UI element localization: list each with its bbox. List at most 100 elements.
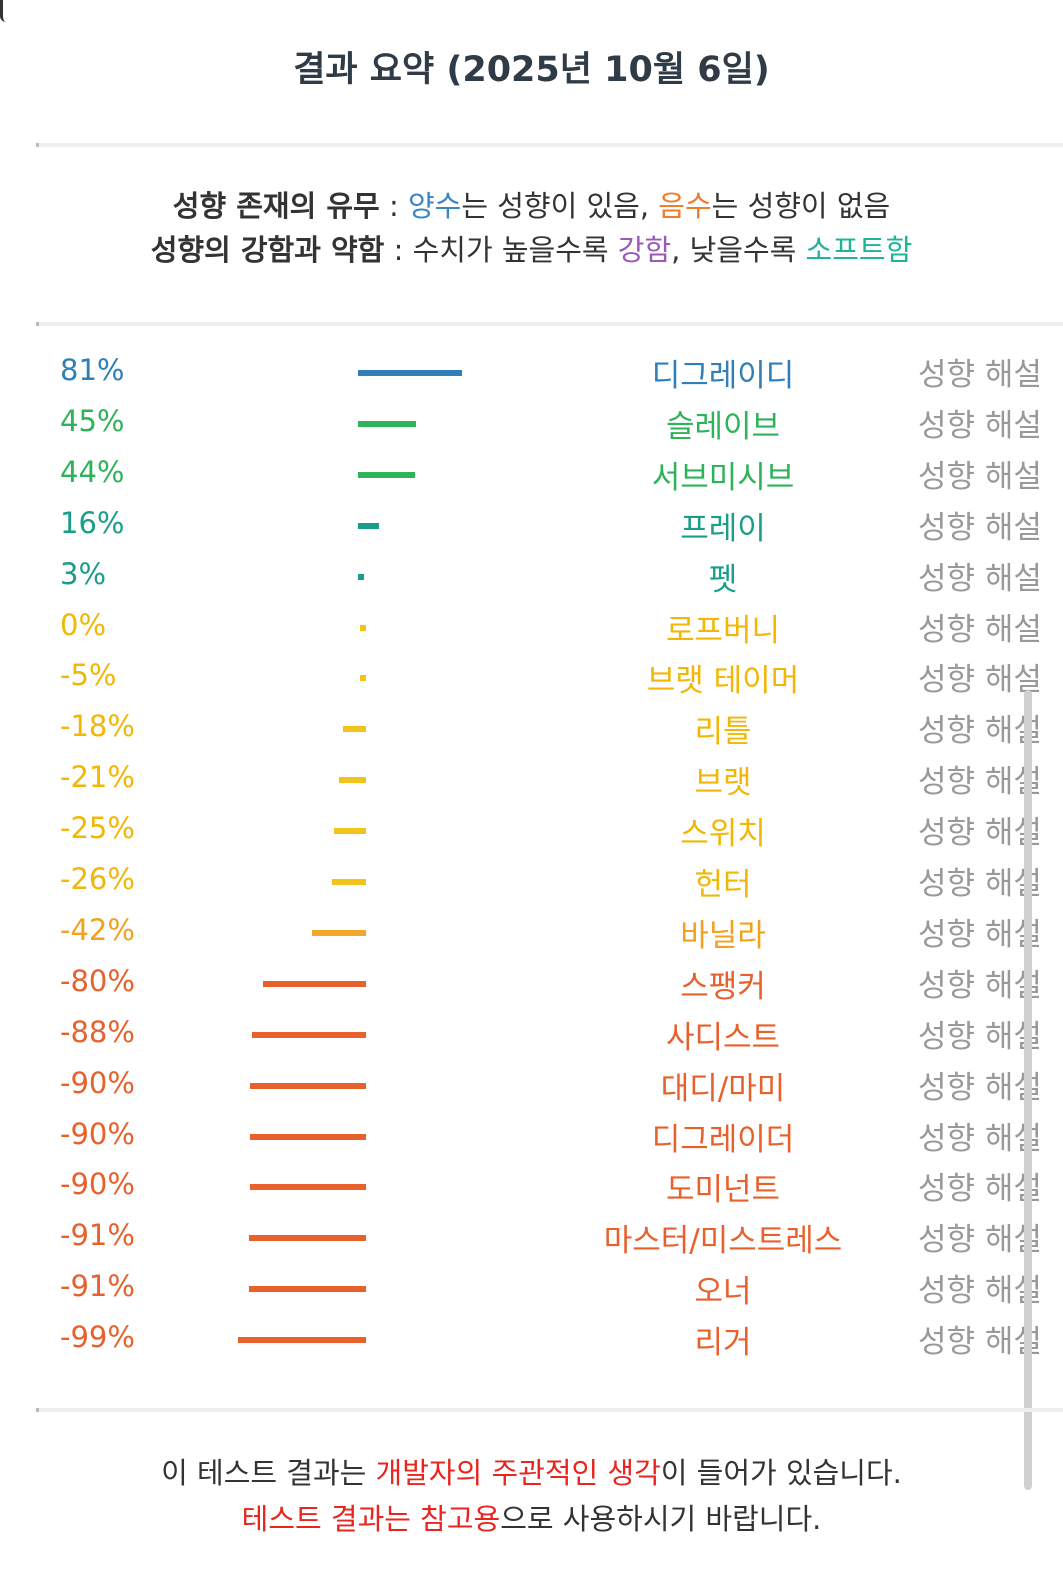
bar xyxy=(342,726,366,733)
tendency-description-link[interactable]: 성향 해설 xyxy=(918,1273,1042,1310)
tendency-name: 대디/마미 xyxy=(660,1070,786,1107)
tendency-name: 서브미시브 xyxy=(651,459,795,496)
tendency-name: 펫 xyxy=(708,561,738,598)
legend-text: , 낮을수록 xyxy=(671,233,806,267)
tendency-description-link[interactable]: 성향 해설 xyxy=(918,458,1042,495)
bar xyxy=(332,879,366,885)
percent-label: 81% xyxy=(60,353,125,387)
bar xyxy=(262,980,366,987)
bar xyxy=(360,624,366,631)
footer-text: 이 테스트 결과는 xyxy=(161,1456,376,1490)
legend-positive-word: 양수 xyxy=(407,189,462,223)
chart-row: 44% 서브미시브 성향 해설 xyxy=(0,452,1063,502)
footer-highlight: 테스트 결과는 참고용 xyxy=(241,1502,501,1536)
percent-label: -42% xyxy=(60,912,135,947)
tendency-description-link[interactable]: 성향 해설 xyxy=(918,509,1042,546)
legend-line-strength: 성향의 강함과 약함 : 수치가 높을수록 강함, 낮을수록 소프트함 xyxy=(0,228,1063,272)
tendency-name: 스위치 xyxy=(680,816,766,853)
tendency-description-link[interactable]: 성향 해설 xyxy=(918,611,1042,648)
chart-row: -99% 리거 성향 해설 xyxy=(0,1317,1063,1367)
legend-separator: : xyxy=(379,189,408,223)
bar xyxy=(358,522,379,529)
percent-label: -26% xyxy=(60,862,135,896)
bar xyxy=(358,370,463,376)
legend-soft-word: 소프트함 xyxy=(805,233,913,267)
legend-strong-word: 강함 xyxy=(617,233,672,267)
tendency-description-link[interactable]: 성향 해설 xyxy=(918,1018,1042,1055)
tendency-name: 로프버니 xyxy=(665,612,781,649)
tendency-name: 오너 xyxy=(694,1274,752,1311)
chart-row: -42% 바닐라 성향 해설 xyxy=(0,910,1063,960)
percent-label: -90% xyxy=(60,1167,135,1202)
bar xyxy=(248,1286,366,1293)
percent-label: -21% xyxy=(60,760,135,795)
tendency-name: 바닐라 xyxy=(680,917,766,954)
tendency-description-link[interactable]: 성향 해설 xyxy=(918,916,1042,953)
footer-text: 으로 사용하시기 바랍니다. xyxy=(500,1502,822,1536)
legend-negative-word: 음수 xyxy=(658,189,712,223)
tendency-description-link[interactable]: 성향 해설 xyxy=(918,967,1042,1004)
percent-label: 45% xyxy=(60,403,125,438)
legend-separator: : xyxy=(384,233,413,267)
legend-text: 는 성향이 없음 xyxy=(711,189,891,223)
legend-line-existence: 성향 존재의 유무 : 양수는 성향이 있음, 음수는 성향이 없음 xyxy=(0,184,1063,228)
tendency-description-link[interactable]: 성향 해설 xyxy=(918,407,1042,444)
footer-disclaimer-line2: 테스트 결과는 참고용으로 사용하시기 바랍니다. xyxy=(0,1496,1063,1542)
chart-row: -80% 스팽커 성향 해설 xyxy=(0,961,1063,1011)
tendency-description-link[interactable]: 성향 해설 xyxy=(918,1324,1042,1361)
footer-disclaimer-line1: 이 테스트 결과는 개발자의 주관적인 생각이 들어가 있습니다. xyxy=(0,1450,1063,1496)
divider-top xyxy=(36,143,1063,147)
tendency-description-link[interactable]: 성향 해설 xyxy=(918,1222,1042,1259)
percent-label: -90% xyxy=(60,1065,135,1100)
chart-row: 81% 디그레이디 성향 해설 xyxy=(0,350,1063,400)
percent-label: 0% xyxy=(60,607,107,642)
percent-label: -25% xyxy=(60,811,135,846)
tendency-description-link[interactable]: 성향 해설 xyxy=(918,764,1042,801)
tendency-name: 브랫 xyxy=(694,765,752,802)
tendency-description-link[interactable]: 성향 해설 xyxy=(918,815,1042,852)
bar xyxy=(252,1031,366,1038)
tendency-name: 사디스트 xyxy=(665,1019,781,1056)
divider-middle xyxy=(36,322,1063,326)
bar xyxy=(249,1133,366,1140)
chart-row: -91% 오너 성향 해설 xyxy=(0,1266,1063,1316)
tendency-description-link[interactable]: 성향 해설 xyxy=(918,357,1042,393)
bar xyxy=(248,1235,366,1242)
tendency-description-link[interactable]: 성향 해설 xyxy=(918,866,1042,902)
tendency-description-link[interactable]: 성향 해설 xyxy=(918,662,1042,699)
percent-label: -90% xyxy=(60,1116,135,1151)
tendency-name: 리틀 xyxy=(694,714,752,751)
tendency-description-link[interactable]: 성향 해설 xyxy=(918,1069,1042,1106)
percent-label: -88% xyxy=(60,1014,135,1049)
tendency-description-link[interactable]: 성향 해설 xyxy=(918,1120,1042,1157)
bar xyxy=(249,1082,366,1089)
chart-row: 45% 슬레이브 성향 해설 xyxy=(0,401,1063,451)
page-title: 결과 요약 (2025년 10월 6일) xyxy=(293,50,770,90)
tendency-name: 슬레이브 xyxy=(665,408,781,445)
tendency-name: 스팽커 xyxy=(680,968,766,1005)
tendency-name: 헌터 xyxy=(694,867,752,903)
tendency-description-link[interactable]: 성향 해설 xyxy=(918,560,1042,597)
bar xyxy=(238,1337,366,1344)
chart-row: -25% 스위치 성향 해설 xyxy=(0,808,1063,858)
tendency-name: 브랫 테이머 xyxy=(646,663,800,700)
scrollbar[interactable] xyxy=(1024,690,1032,1490)
percent-label: 3% xyxy=(60,556,107,591)
tendency-name: 디그레이더 xyxy=(651,1121,795,1158)
tendency-description-link[interactable]: 성향 해설 xyxy=(918,1171,1042,1208)
tendency-name: 도미넌트 xyxy=(665,1172,781,1209)
footer-highlight: 개발자의 주관적인 생각 xyxy=(375,1456,661,1490)
chart-row: -91% 마스터/미스트레스 성향 해설 xyxy=(0,1215,1063,1265)
tendency-description-link[interactable]: 성향 해설 xyxy=(918,713,1042,750)
percent-label: 16% xyxy=(60,505,125,540)
bar xyxy=(338,777,366,784)
window-corner xyxy=(0,0,9,22)
bar xyxy=(359,675,366,682)
tendency-name: 디그레이디 xyxy=(651,358,795,394)
bar xyxy=(249,1184,366,1191)
chart-row: -90% 디그레이더 성향 해설 xyxy=(0,1114,1063,1164)
tendency-name: 마스터/미스트레스 xyxy=(603,1223,843,1260)
divider-bottom xyxy=(36,1408,1063,1412)
legend-strength-label: 성향의 강함과 약함 xyxy=(150,233,385,267)
